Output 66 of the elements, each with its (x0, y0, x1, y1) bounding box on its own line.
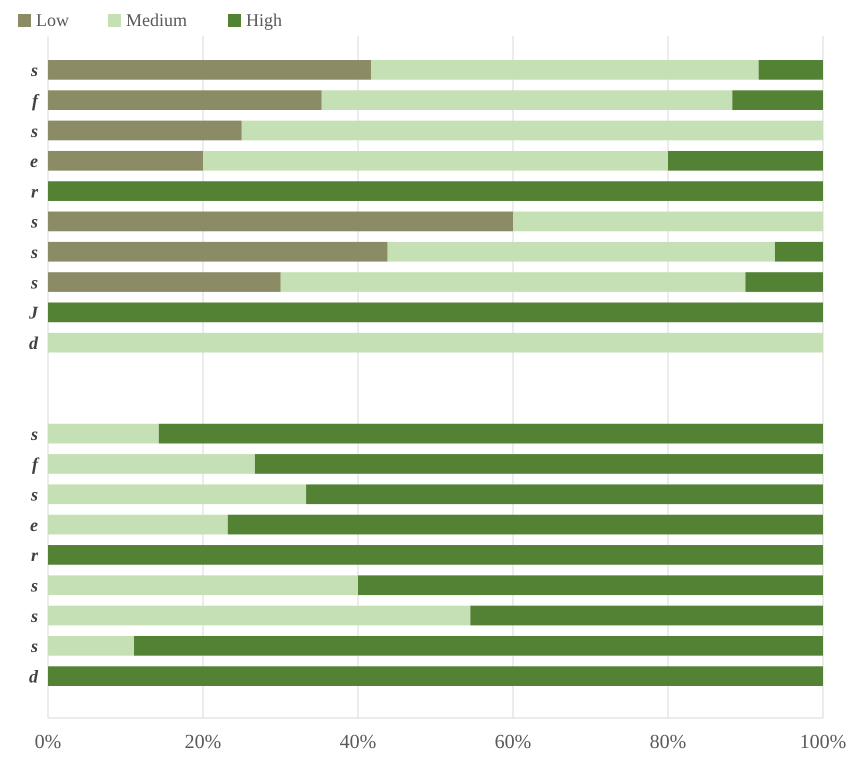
y-tick-label: s (30, 424, 38, 444)
y-tick-label: s (30, 484, 38, 505)
y-tick-label: J (28, 302, 39, 323)
bar (48, 60, 372, 80)
x-tick-label: 60% (494, 731, 532, 753)
bar (48, 666, 823, 686)
bar (48, 575, 358, 596)
y-tick-label: f (32, 454, 40, 474)
bar (322, 90, 732, 110)
bar (387, 242, 775, 262)
x-tick-label: 100% (800, 731, 846, 753)
bar (48, 120, 242, 140)
bar (732, 90, 823, 110)
legend-label: High (246, 10, 282, 30)
bar (280, 272, 746, 292)
y-tick-label: s (30, 576, 38, 596)
bar (470, 606, 823, 626)
bar (134, 636, 823, 656)
bar (158, 424, 823, 444)
y-tick-label: d (29, 332, 39, 353)
bar (48, 212, 513, 232)
bar (306, 484, 823, 504)
bar (48, 424, 159, 444)
bar (203, 150, 668, 171)
y-tick-label: r (30, 545, 39, 566)
bar (228, 514, 823, 534)
y-tick-label: e (30, 514, 38, 535)
legend-label: Medium (126, 10, 187, 30)
bar (774, 242, 823, 262)
x-tick-label: 40% (340, 731, 376, 753)
bar (48, 606, 470, 626)
legend-label: Low (36, 10, 69, 30)
bar (48, 514, 228, 534)
bar (48, 332, 823, 353)
bar (48, 302, 823, 322)
x-tick-label: 80% (650, 731, 686, 753)
y-tick-label: s (30, 606, 38, 626)
y-tick-label: d (29, 666, 39, 686)
y-tick-label: f (32, 90, 40, 110)
y-tick-label: s (30, 272, 38, 292)
y-tick-label: s (30, 120, 38, 141)
y-tick-label: e (30, 151, 38, 172)
bar (48, 484, 306, 504)
bar (242, 120, 823, 140)
bar (48, 242, 388, 262)
bar (254, 454, 823, 474)
y-tick-label: s (30, 60, 38, 80)
bar (746, 272, 823, 292)
y-tick-label: s (30, 636, 38, 656)
bar (48, 636, 134, 656)
bar (48, 181, 823, 201)
x-tick-label: 20% (184, 731, 222, 753)
y-tick-label: s (30, 242, 38, 262)
bar (48, 150, 203, 171)
y-tick-label: r (30, 181, 39, 202)
bar (48, 454, 255, 474)
bar (358, 575, 823, 596)
bar (758, 60, 823, 80)
x-tick-label: 0% (34, 731, 62, 753)
bar (371, 60, 759, 80)
bar (668, 150, 823, 171)
bar (513, 212, 823, 232)
bar (48, 272, 280, 292)
bar (48, 545, 823, 565)
bar (48, 90, 322, 110)
y-tick-label: s (30, 212, 38, 232)
